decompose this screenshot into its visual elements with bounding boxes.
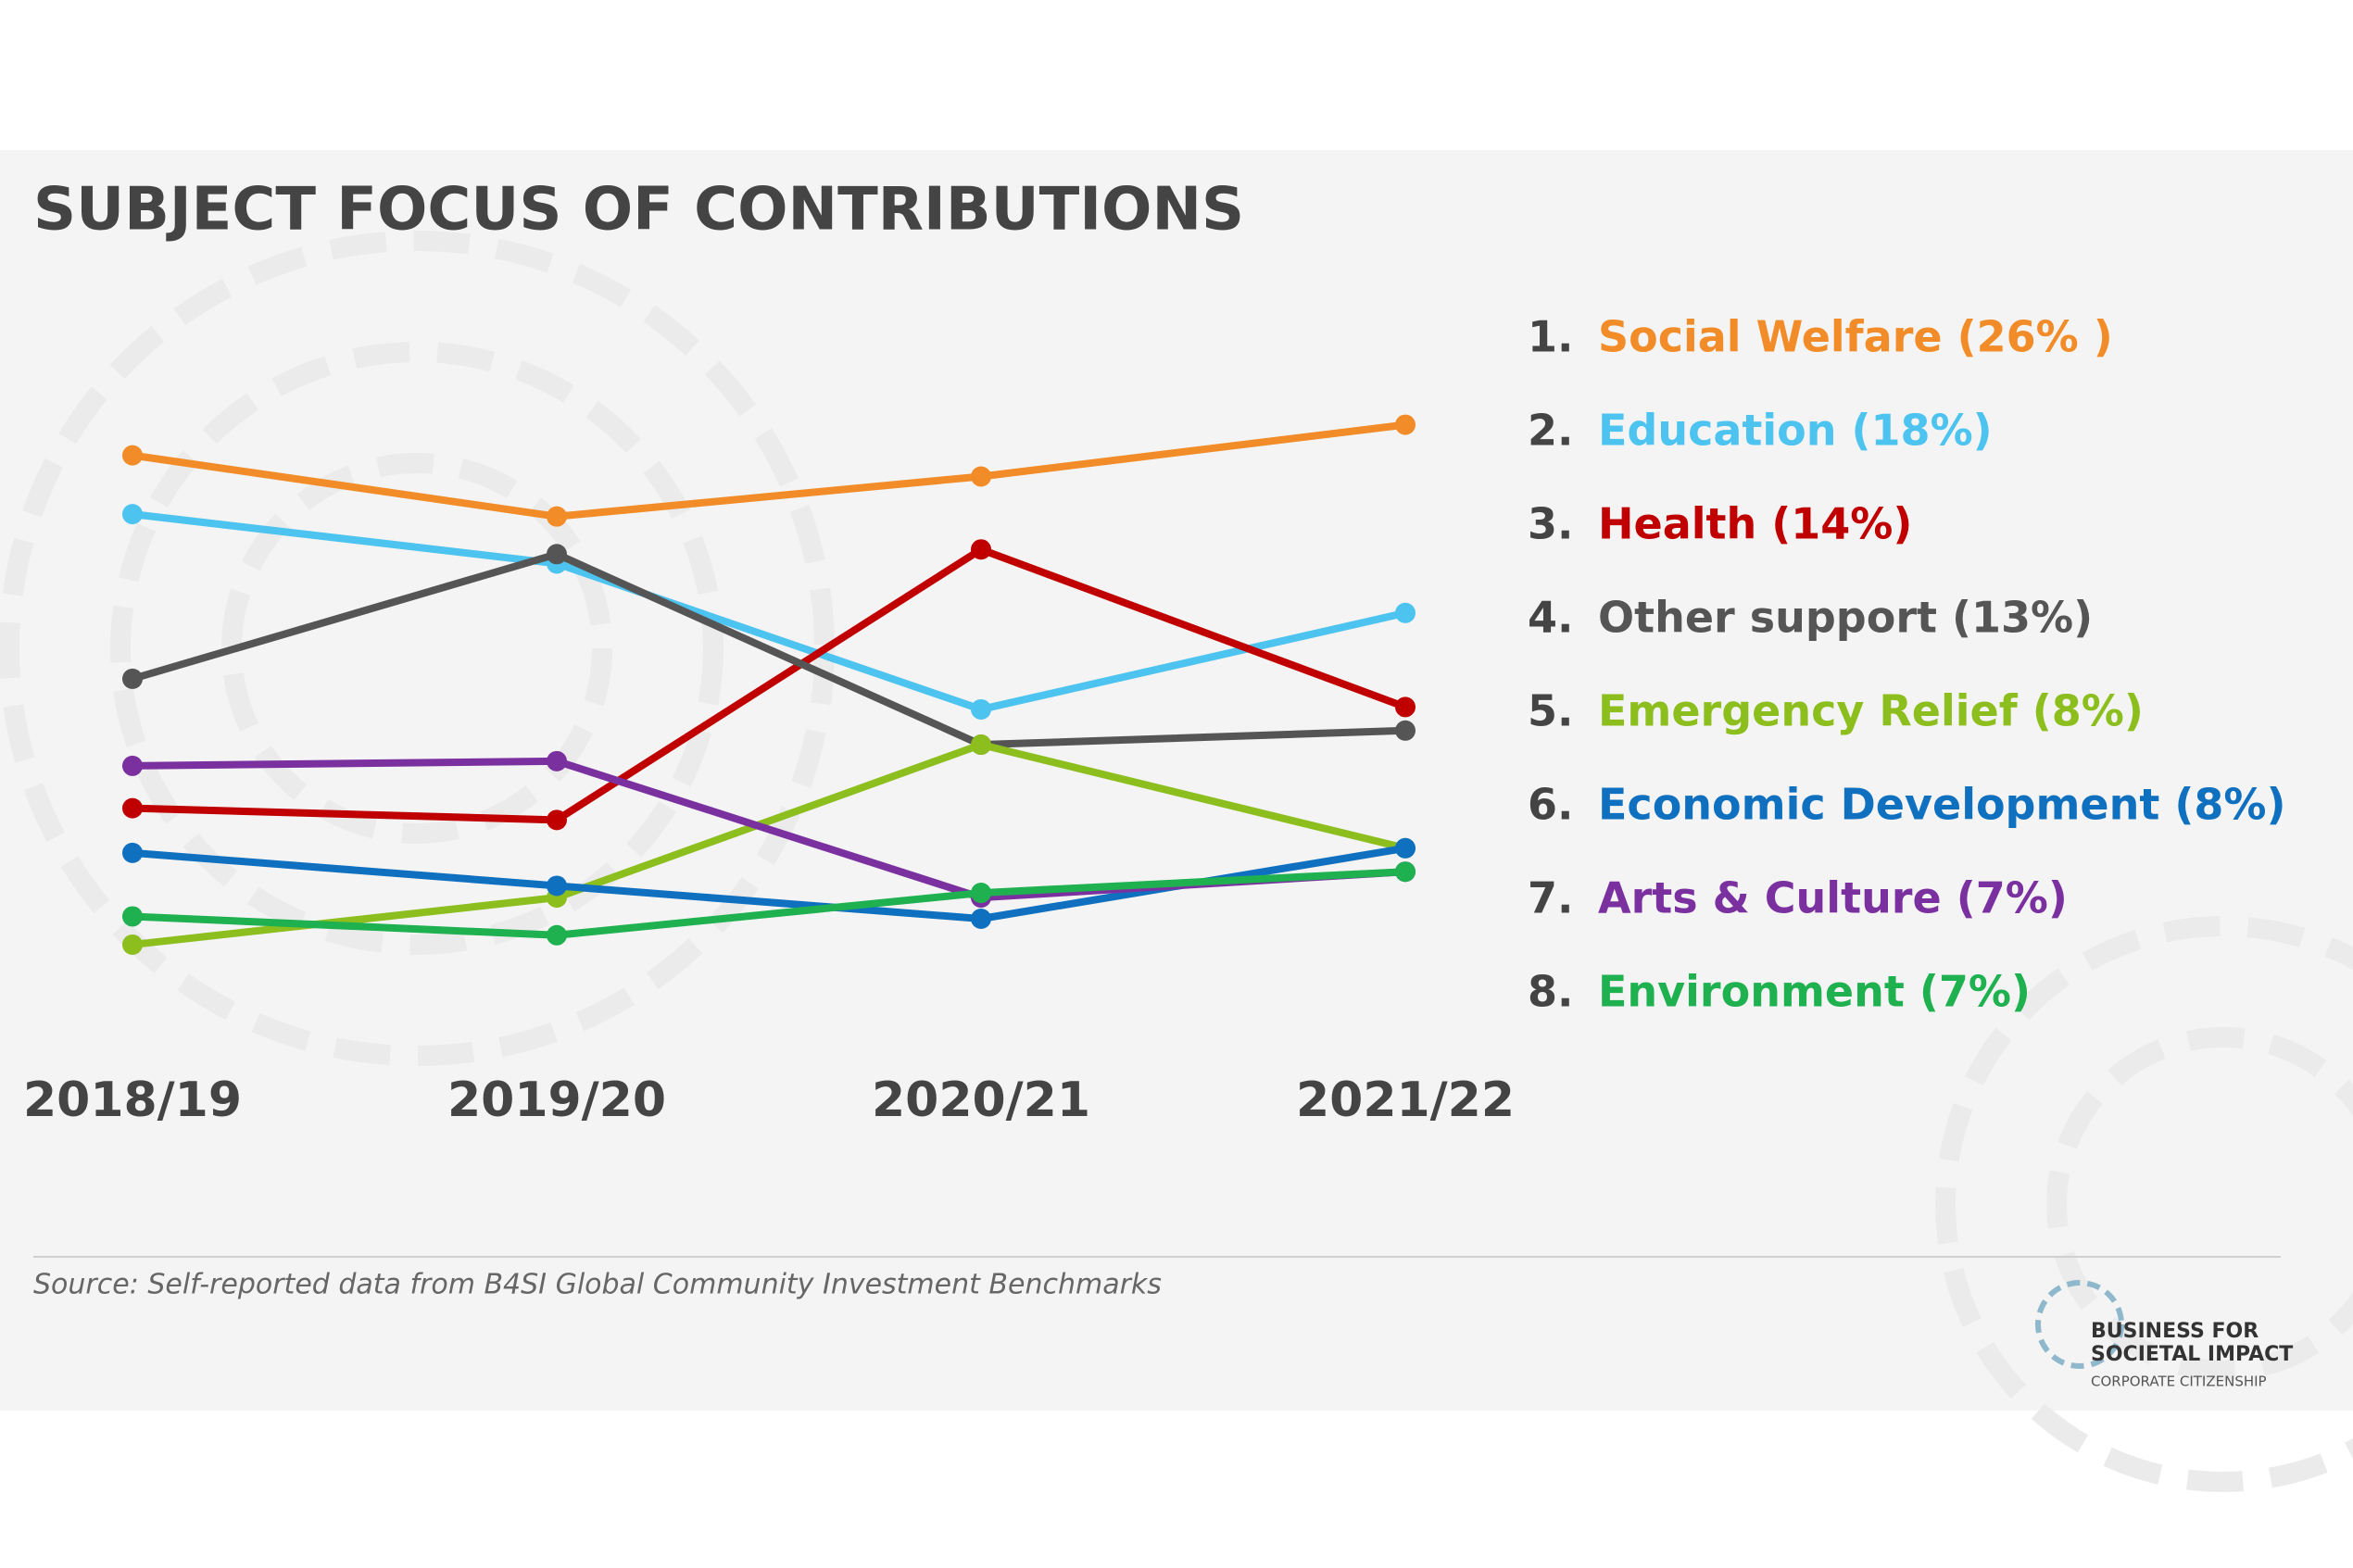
x-tick-label: 2019/20 [447, 1073, 666, 1128]
point [122, 797, 143, 819]
point [1395, 414, 1416, 435]
point [547, 750, 567, 771]
point [122, 668, 143, 689]
legend-entry: Emergency Relief (8%) [1598, 686, 2144, 736]
point [547, 506, 567, 527]
series-line [132, 420, 1406, 521]
legend-entry: Education (18%) [1598, 406, 1993, 456]
source-note: Source: Self-reported data from B4SI Glo… [33, 1269, 1162, 1301]
legend-entry: Health (14%) [1598, 499, 1912, 549]
logo: BUSINESS FOR SOCIETAL IMPACT CORPORATE C… [2035, 1280, 2293, 1390]
legend-entry: Social Welfare (26% ) [1598, 312, 2113, 362]
point [1395, 837, 1416, 859]
legend-number: 2. [1528, 406, 1573, 456]
series-line [132, 741, 1406, 948]
point [971, 734, 991, 756]
series-line [131, 550, 1406, 749]
point [1395, 696, 1416, 718]
point [122, 906, 143, 927]
legend-number: 8. [1528, 967, 1573, 1017]
legend-number: 7. [1528, 873, 1573, 923]
series-line [132, 868, 1406, 939]
logo-icon [2035, 1280, 2124, 1369]
point [1395, 861, 1416, 883]
series-line [132, 510, 1406, 713]
point [547, 924, 567, 946]
point [971, 883, 991, 904]
point [547, 809, 567, 831]
x-tick-label: 2021/22 [1296, 1073, 1515, 1128]
chart-title: SUBJECT FOCUS OF CONTRIBUTIONS [33, 176, 1244, 245]
point [547, 544, 567, 565]
point [971, 698, 991, 720]
legend-number: 4. [1528, 593, 1573, 643]
legend-number: 5. [1528, 686, 1573, 736]
point [122, 445, 143, 466]
logo-text: CORPORATE CITIZENSHIP [2091, 1374, 2267, 1390]
legend-number: 1. [1528, 312, 1573, 362]
point [1395, 602, 1416, 623]
legend-entry: Other support (13%) [1598, 593, 2093, 643]
logo-text: BUSINESS FOR [2091, 1320, 2259, 1343]
point [122, 755, 143, 776]
legend-entry: Economic Development (8%) [1598, 780, 2286, 830]
point [122, 842, 143, 863]
point [971, 909, 991, 929]
point [1395, 720, 1416, 741]
point [122, 504, 143, 525]
legend-entry: Arts & Culture (7%) [1598, 873, 2068, 923]
point [122, 934, 143, 955]
series-line [132, 546, 1407, 824]
x-tick-label: 2018/19 [23, 1073, 242, 1128]
point [971, 539, 991, 560]
legend-number: 3. [1528, 499, 1573, 549]
point [971, 466, 991, 487]
x-tick-label: 2020/21 [872, 1073, 1090, 1128]
legend-entry: Environment (7%) [1598, 967, 2031, 1017]
point [547, 875, 567, 897]
logo-text: SOCIETAL IMPACT [2091, 1343, 2293, 1366]
legend-number: 6. [1528, 780, 1573, 830]
